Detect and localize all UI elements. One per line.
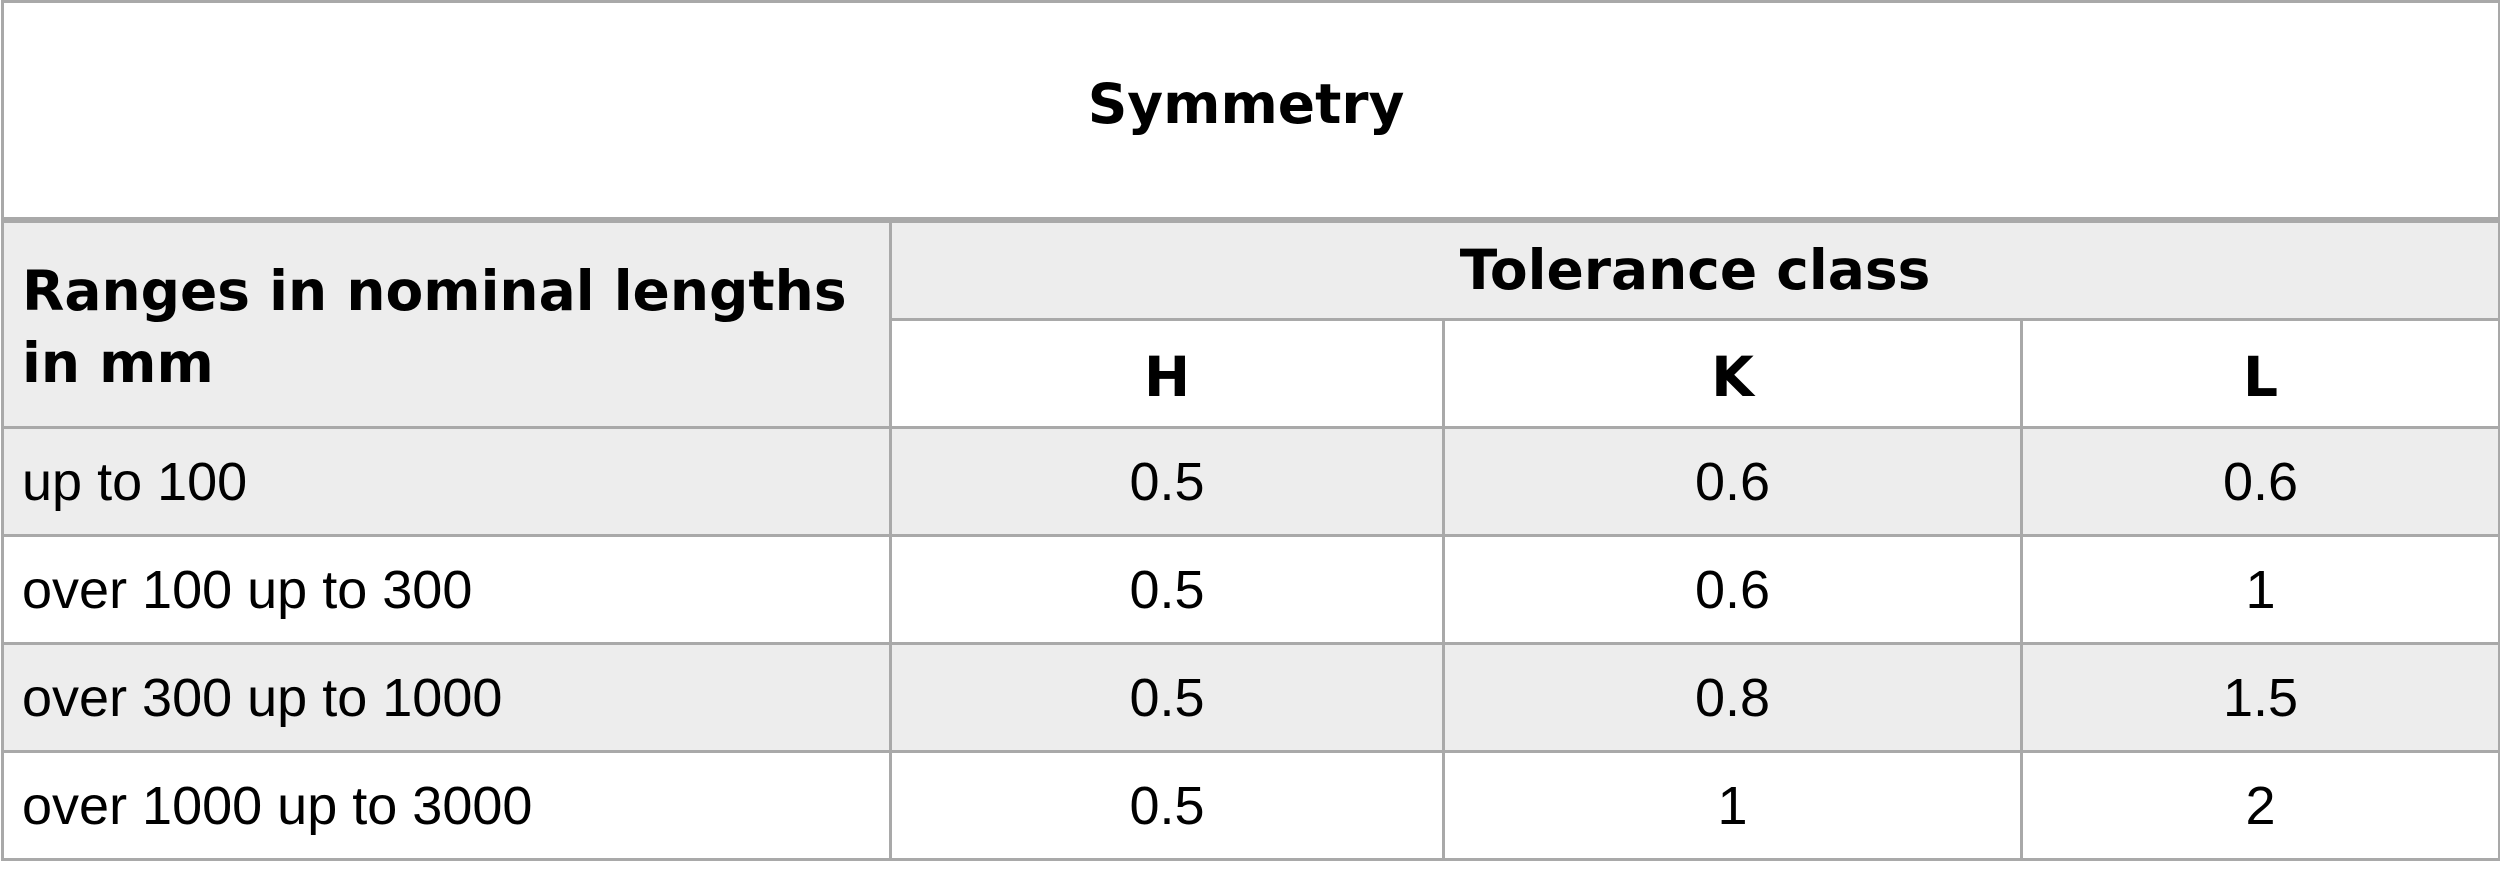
symmetry-tolerance-table: Symmetry Ranges in nominal lengths in mm… <box>0 0 2500 861</box>
value-cell-k: 0.6 <box>1442 534 2023 645</box>
class-header-h: H <box>889 318 1445 429</box>
value-cell-h: 0.5 <box>889 534 1445 645</box>
table-title-cell: Symmetry <box>0 0 2500 223</box>
value-cell-k: 1 <box>1442 750 2023 861</box>
group-header-row: Ranges in nominal lengths in mm Toleranc… <box>1 218 2500 429</box>
range-cell: over 100 up to 300 <box>1 534 892 645</box>
range-cell: over 1000 up to 3000 <box>1 750 892 861</box>
title-row: Symmetry <box>0 0 2500 223</box>
value-cell-l: 0.6 <box>2019 426 2500 537</box>
value-cell-l: 1 <box>2019 534 2500 645</box>
symmetry-tolerance-table-container: Symmetry Ranges in nominal lengths in mm… <box>0 0 2500 861</box>
table-title: Symmetry <box>1087 71 1405 136</box>
value-cell-h: 0.5 <box>889 750 1445 861</box>
tolerance-class-header: Tolerance class <box>888 218 2500 321</box>
value-cell-l: 1.5 <box>2019 642 2500 753</box>
class-header-row: H K L <box>3 318 2500 429</box>
value-cell-l: 2 <box>2019 750 2500 861</box>
value-cell-k: 0.8 <box>1442 642 2023 753</box>
table-row: over 1000 up to 3000 0.5 1 2 <box>1 750 2500 861</box>
value-cell-h: 0.5 <box>889 426 1445 537</box>
range-cell: over 300 up to 1000 <box>1 642 892 753</box>
table-row: up to 100 0.5 0.6 0.6 <box>1 426 2500 537</box>
table-row: over 300 up to 1000 0.5 0.8 1.5 <box>1 642 2500 753</box>
range-cell: up to 100 <box>1 426 892 537</box>
range-column-header: Ranges in nominal lengths in mm <box>1 218 892 429</box>
class-header-k: K <box>1442 318 2023 429</box>
table-row: over 100 up to 300 0.5 0.6 1 <box>1 534 2500 645</box>
value-cell-k: 0.6 <box>1442 426 2023 537</box>
class-header-l: L <box>2019 318 2500 429</box>
value-cell-h: 0.5 <box>889 642 1445 753</box>
